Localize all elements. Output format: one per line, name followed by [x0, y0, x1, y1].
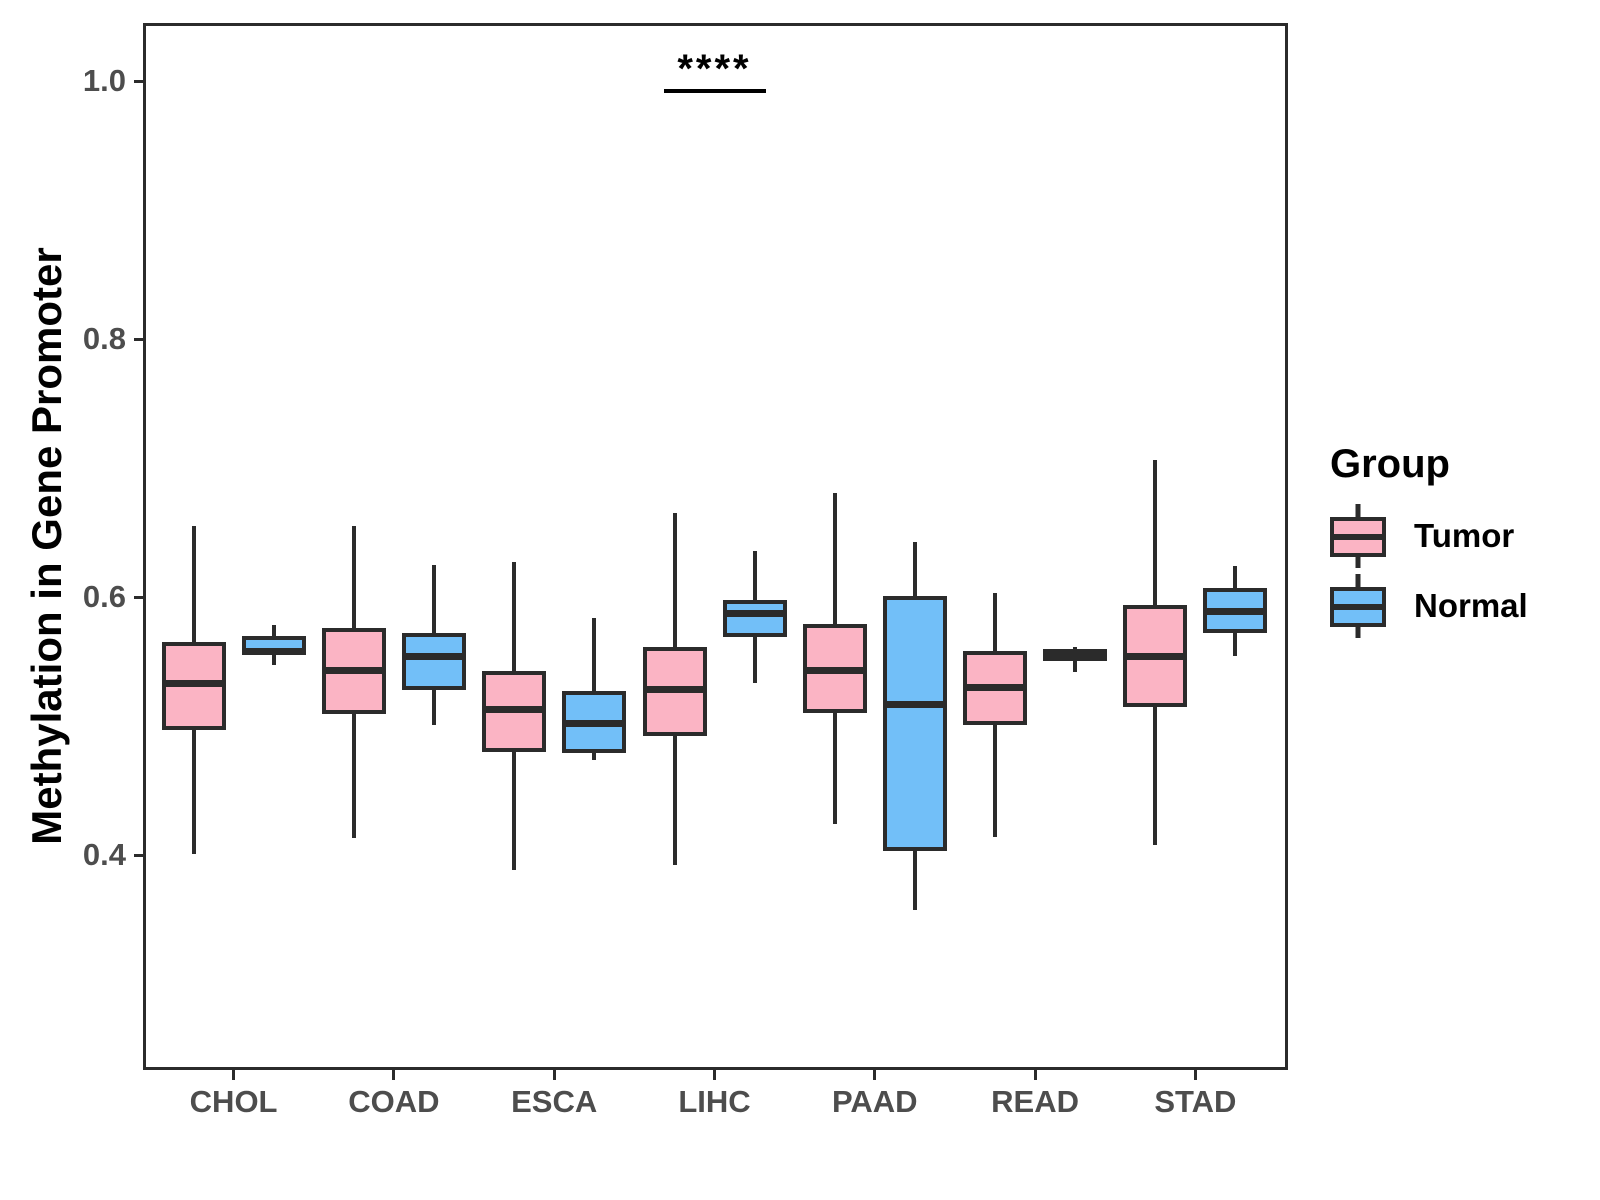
x-tick-label: COAD — [348, 1084, 440, 1119]
legend-key-median — [1330, 534, 1386, 540]
x-tick-mark — [232, 1070, 236, 1080]
y-tick-mark — [134, 595, 143, 599]
median-READ-normal — [1043, 651, 1108, 659]
significance-stars: **** — [677, 47, 752, 92]
median-PAAD-normal — [882, 700, 947, 708]
y-tick-mark — [134, 337, 143, 341]
legend-entry-tumor: Tumor — [1330, 501, 1600, 571]
median-LIHC-tumor — [642, 686, 707, 694]
median-LIHC-normal — [722, 610, 787, 618]
x-tick-label: ESCA — [511, 1084, 598, 1119]
x-tick-label: LIHC — [678, 1084, 751, 1119]
x-tick-mark — [552, 1070, 556, 1080]
x-tick-mark — [873, 1070, 877, 1080]
median-CHOL-normal — [241, 647, 306, 655]
x-tick-mark — [713, 1070, 716, 1080]
median-COAD-tumor — [321, 667, 386, 675]
legend-key-median — [1330, 604, 1386, 610]
y-tick-label: 0.4 — [82, 837, 126, 872]
median-STAD-normal — [1203, 607, 1268, 615]
significance-line — [663, 89, 766, 94]
legend-title: Group — [1330, 442, 1450, 486]
x-tick-label: PAAD — [832, 1084, 918, 1119]
median-COAD-normal — [401, 652, 466, 660]
y-tick-label: 1.0 — [82, 63, 126, 98]
legend-entries: Tumor Normal — [1330, 501, 1600, 641]
box-LIHC-normal — [722, 599, 787, 637]
legend-key-boxplot-icon — [1330, 574, 1386, 638]
median-STAD-tumor — [1123, 652, 1188, 660]
x-tick-label: READ — [991, 1084, 1080, 1119]
x-tick-mark — [1033, 1070, 1037, 1080]
x-tick-label: STAD — [1154, 1084, 1237, 1119]
legend-label: Normal — [1414, 587, 1528, 624]
y-tick-label: 0.6 — [82, 579, 126, 614]
box-COAD-normal — [401, 633, 466, 690]
x-tick-mark — [1193, 1070, 1197, 1080]
plot-panel — [143, 23, 1288, 1070]
median-CHOL-tumor — [161, 679, 226, 687]
y-tick-mark — [134, 853, 143, 857]
box-PAAD-normal — [882, 595, 947, 852]
x-tick-label: CHOL — [189, 1084, 278, 1119]
legend-entry-normal: Normal — [1330, 571, 1600, 641]
median-ESCA-normal — [562, 719, 627, 727]
legend-key-boxplot-icon — [1330, 504, 1386, 568]
median-READ-tumor — [963, 683, 1028, 691]
legend: Group Tumor Normal — [1330, 442, 1600, 641]
median-PAAD-tumor — [802, 667, 867, 675]
y-tick-label: 0.8 — [82, 321, 126, 356]
median-ESCA-tumor — [482, 705, 547, 713]
legend-label: Tumor — [1414, 517, 1515, 554]
y-tick-mark — [134, 79, 143, 83]
x-tick-mark — [392, 1070, 396, 1080]
whisker-ESCA-normal — [592, 617, 597, 760]
